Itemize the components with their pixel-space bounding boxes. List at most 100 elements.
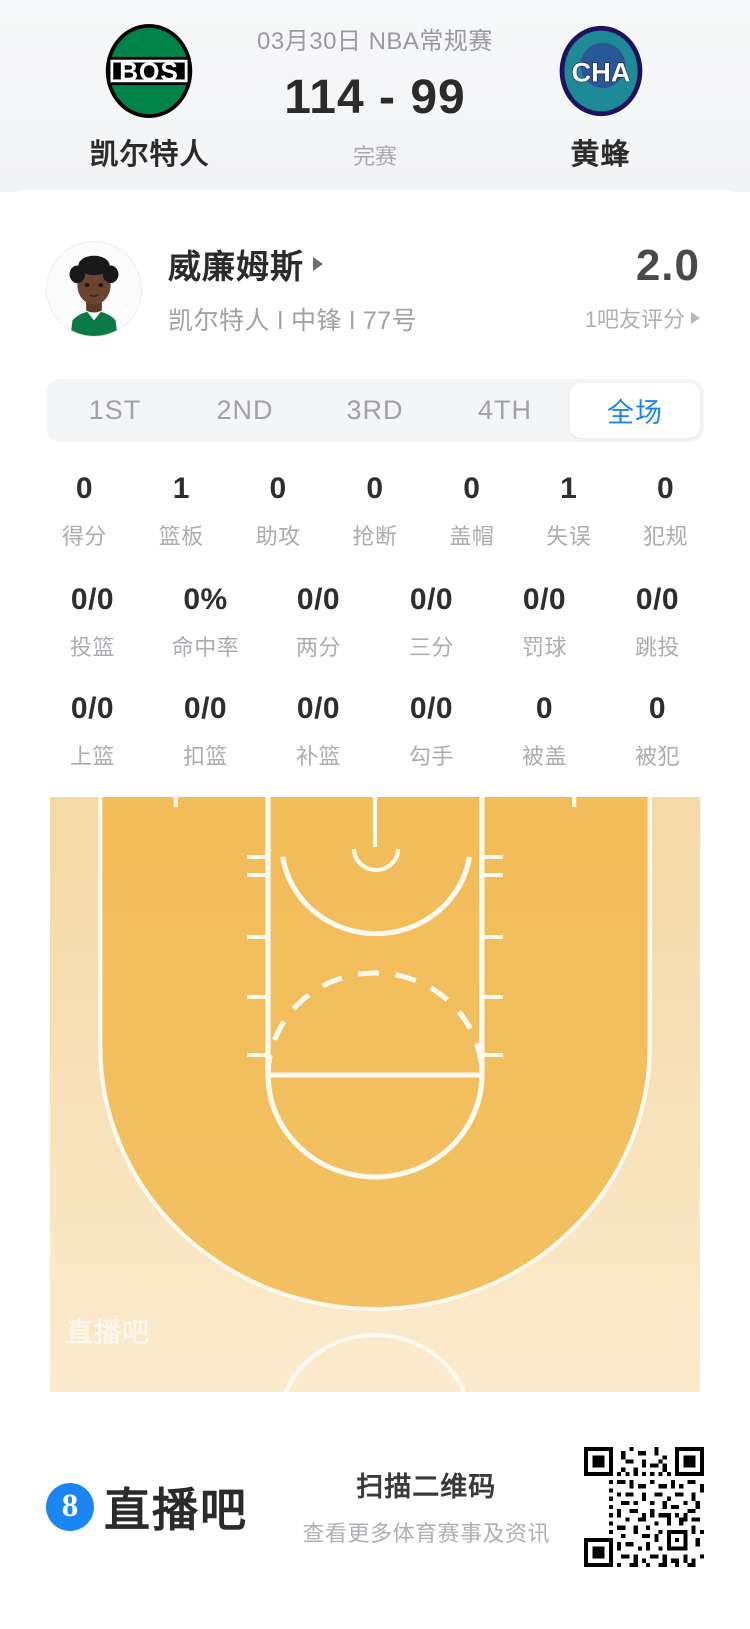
- stat-assists: 0 助攻: [230, 474, 327, 551]
- stat-layup: 0/0 上篮: [36, 694, 149, 771]
- stat-label: 被犯: [634, 744, 680, 769]
- stat-turnovers: 1 失误: [520, 474, 617, 551]
- away-team-logo: CHA: [554, 19, 648, 123]
- stat-label: 补篮: [295, 744, 341, 769]
- stat-value: 0%: [183, 583, 228, 616]
- qr-code-image: [584, 1446, 704, 1567]
- stat-value: 0/0: [635, 583, 680, 616]
- player-row: 威廉姆斯 凯尔特人 l 中锋 l 77号 2.0 1吧友评分: [0, 198, 750, 345]
- stat-putback: 0/0 补篮: [262, 694, 375, 771]
- stat-free-throws: 0/0 罚球: [488, 585, 601, 662]
- stat-label: 抢断: [352, 524, 398, 549]
- player-meta: 凯尔特人 l 中锋 l 77号: [168, 307, 418, 335]
- stat-rebounds: 1 篮板: [133, 474, 230, 551]
- final-score: 114 - 99: [284, 71, 466, 124]
- stats-row-shooting: 0/0 投篮 0% 命中率 0/0 两分 0/0 三分 0/0 罚球 0/0 跳…: [36, 585, 714, 662]
- stat-value: 0: [648, 692, 667, 725]
- stat-three-point: 0/0 三分: [375, 585, 488, 662]
- brand-mark-icon: 8: [46, 1482, 94, 1531]
- tab-4th[interactable]: 4TH: [477, 395, 532, 425]
- qr-texts: 扫描二维码 查看更多体育赛事及资讯: [302, 1465, 550, 1548]
- stat-value: 0/0: [296, 692, 341, 725]
- stats-row-detail: 0/0 上篮 0/0 扣篮 0/0 补篮 0/0 勾手 0 被盖 0 被犯: [36, 694, 714, 771]
- scoreboard-header: BOS 凯尔特人 03月30日 NBA常规赛 114 - 99 完赛 CHA 黄…: [0, 0, 750, 192]
- stat-value: 0: [463, 472, 481, 505]
- player-headshot-icon: [47, 241, 141, 336]
- stat-value: 0: [269, 472, 287, 505]
- tab-full-game[interactable]: 全场: [570, 383, 700, 438]
- footer-bar: 8 直播吧 扫描二维码 查看更多体育赛事及资讯: [0, 1392, 750, 1621]
- stat-label: 助攻: [255, 524, 301, 549]
- stats-row-basic: 0 得分 1 篮板 0 助攻 0 抢断 0 盖帽 1 失误: [36, 474, 714, 551]
- stat-steals: 0 抢断: [327, 474, 424, 551]
- shot-chart-court[interactable]: 直播吧: [50, 797, 700, 1392]
- stat-label: 篮板: [158, 524, 204, 549]
- brand-name: 直播吧: [104, 1483, 248, 1536]
- stat-value: 0: [535, 692, 554, 725]
- stat-label: 盖帽: [449, 524, 495, 549]
- player-name-line[interactable]: 威廉姆斯: [168, 240, 585, 288]
- stat-value: 0: [656, 472, 675, 505]
- rating-value: 2.0: [635, 240, 700, 290]
- stat-jump-shot: 0/0 跳投: [601, 585, 714, 662]
- stat-value: 0: [366, 472, 384, 505]
- stat-label: 失误: [546, 524, 592, 549]
- svg-text:BOS: BOS: [120, 56, 180, 86]
- stat-label: 命中率: [171, 635, 240, 660]
- court-watermark: 直播吧: [66, 1318, 150, 1348]
- qr-subtitle: 查看更多体育赛事及资讯: [302, 1521, 550, 1546]
- stat-label: 扣篮: [182, 744, 228, 769]
- arrow-right-icon: [691, 311, 700, 324]
- tab-3rd[interactable]: 3RD: [346, 395, 404, 425]
- game-status: 完赛: [352, 144, 397, 169]
- arrow-right-icon: [313, 257, 323, 271]
- home-team[interactable]: BOS 凯尔特人: [62, 19, 237, 173]
- tab-2nd[interactable]: 2ND: [216, 395, 274, 425]
- cha-logo-icon: CHA: [559, 25, 642, 117]
- svg-text:CHA: CHA: [571, 56, 630, 87]
- stat-value: 0: [75, 472, 94, 505]
- rating-label: 1吧友评分: [584, 306, 685, 332]
- qr-title: 扫描二维码: [356, 1472, 497, 1502]
- brand-logo[interactable]: 8 直播吧: [46, 1474, 248, 1540]
- stat-value: 0/0: [183, 692, 228, 725]
- qr-block: 扫描二维码 查看更多体育赛事及资讯: [302, 1446, 704, 1567]
- stat-value: 0/0: [409, 583, 454, 616]
- qr-code-icon[interactable]: [584, 1446, 704, 1567]
- stat-blocks: 0 盖帽: [423, 474, 520, 551]
- stat-hook-shot: 0/0 勾手: [375, 694, 488, 771]
- stat-field-goals: 0/0 投篮: [36, 585, 149, 662]
- league-line: 03月30日 NBA常规赛: [257, 28, 493, 55]
- stat-label: 投篮: [69, 635, 115, 660]
- stat-label: 罚球: [521, 635, 567, 660]
- away-team[interactable]: CHA 黄蜂: [513, 19, 688, 173]
- home-team-name: 凯尔特人: [89, 139, 210, 171]
- stat-shots-blocked: 0 被盖: [488, 694, 601, 771]
- player-name: 威廉姆斯: [168, 248, 304, 285]
- stat-label: 被盖: [521, 744, 567, 769]
- stat-label: 上篮: [69, 744, 115, 769]
- stat-field-goal-pct: 0% 命中率: [149, 585, 262, 662]
- stat-label: 两分: [295, 635, 341, 660]
- stat-label: 三分: [408, 635, 454, 660]
- period-tabs: 1ST 2ND 3RD 4TH 全场: [46, 379, 704, 442]
- rating-block[interactable]: 2.0 1吧友评分: [584, 240, 704, 334]
- score-center: 03月30日 NBA常规赛 114 - 99 完赛: [237, 21, 513, 171]
- stat-value: 1: [172, 472, 190, 505]
- stat-label: 得分: [61, 524, 107, 549]
- stat-value: 0/0: [70, 692, 115, 725]
- tab-1st[interactable]: 1ST: [88, 395, 142, 425]
- stats-grid: 0 得分 1 篮板 0 助攻 0 抢断 0 盖帽 1 失误: [0, 474, 750, 771]
- stat-dunk: 0/0 扣篮: [149, 694, 262, 771]
- stat-label: 犯规: [643, 524, 689, 549]
- player-info: 威廉姆斯 凯尔特人 l 中锋 l 77号: [168, 240, 585, 337]
- stat-fouls-drawn: 0 被犯: [601, 694, 714, 771]
- stat-value: 0/0: [70, 583, 115, 616]
- stat-label: 勾手: [408, 744, 454, 769]
- bos-logo-icon: BOS: [106, 24, 193, 118]
- stat-value: 0/0: [522, 583, 567, 616]
- player-stats-card: 威廉姆斯 凯尔特人 l 中锋 l 77号 2.0 1吧友评分 1ST 2ND 3…: [0, 190, 750, 1392]
- stat-value: 0/0: [409, 692, 454, 725]
- avatar[interactable]: [46, 240, 142, 337]
- stat-label: 跳投: [634, 635, 680, 660]
